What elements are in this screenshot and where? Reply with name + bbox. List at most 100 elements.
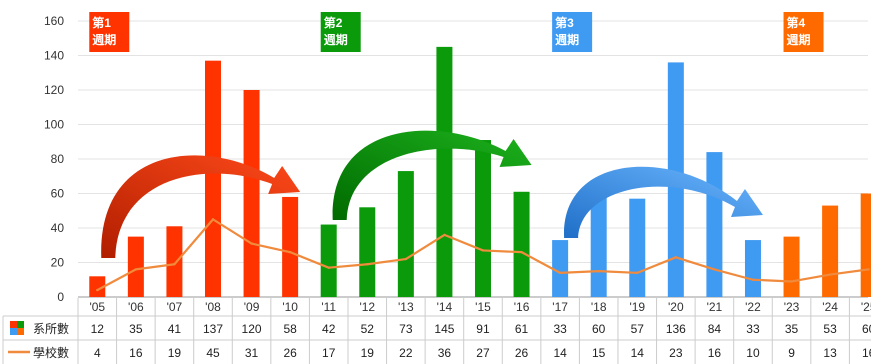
bar bbox=[513, 191, 530, 297]
bar bbox=[282, 196, 299, 297]
table-cell-bars: 35 bbox=[129, 322, 143, 336]
bar bbox=[127, 236, 144, 297]
table-cell-line: 22 bbox=[399, 346, 413, 360]
bar bbox=[204, 60, 221, 297]
x-tick-label: '20 bbox=[668, 300, 684, 314]
table-cell-bars: 61 bbox=[515, 322, 529, 336]
period-label-line1: 第1 bbox=[92, 15, 111, 30]
period-labels: 第1 週期 第2 週期 第3 週期 第4 週期 bbox=[89, 12, 824, 52]
x-tick-label: '22 bbox=[745, 300, 761, 314]
x-tick-label: '16 bbox=[514, 300, 530, 314]
table-cell-bars: 84 bbox=[708, 322, 722, 336]
school-line-point bbox=[250, 242, 253, 245]
bar bbox=[860, 193, 871, 297]
bars: '05 '06 '07 '08 '09 '10 '11 '12 '13 '14 '15 '16 '17 '… bbox=[89, 46, 871, 314]
school-line-point bbox=[558, 271, 562, 275]
cycle-arrow bbox=[332, 130, 532, 220]
period-label-line1: 第2 bbox=[324, 15, 343, 30]
table-cell-line: 14 bbox=[631, 346, 645, 360]
table-cell-line: 26 bbox=[283, 346, 297, 360]
y-axis: 0 20 40 60 80 100 120 140 160 bbox=[44, 14, 64, 304]
table-cell-line: 27 bbox=[476, 346, 490, 360]
school-line bbox=[96, 218, 870, 292]
table-cell-line: 14 bbox=[553, 346, 567, 360]
bar bbox=[89, 276, 106, 297]
y-tick-label: 140 bbox=[44, 49, 64, 63]
school-line-point bbox=[481, 249, 485, 252]
table-cell-bars: 91 bbox=[476, 322, 490, 336]
table-cell-bars: 145 bbox=[434, 322, 454, 336]
y-tick-label: 20 bbox=[51, 256, 65, 270]
bar bbox=[706, 152, 723, 297]
school-line-point bbox=[597, 269, 600, 273]
x-tick-label: '18 bbox=[591, 300, 607, 314]
school-line-point bbox=[443, 233, 446, 237]
period-label-box bbox=[89, 12, 130, 52]
table-cell-line: 36 bbox=[438, 346, 452, 360]
y-tick-label: 60 bbox=[51, 187, 65, 201]
school-line-point bbox=[828, 273, 832, 276]
table-cell-line: 16 bbox=[708, 346, 722, 360]
table-cell-bars: 53 bbox=[823, 322, 837, 336]
table-cell-bars: 33 bbox=[746, 322, 760, 336]
x-tick-label: '15 bbox=[475, 300, 491, 314]
x-tick-label: '12 bbox=[359, 300, 375, 314]
table-cell-line: 4 bbox=[94, 346, 101, 360]
x-tick-label: '05 bbox=[89, 300, 105, 314]
school-line-point bbox=[790, 280, 793, 283]
table-cell-line: 19 bbox=[361, 346, 375, 360]
school-line-point bbox=[288, 250, 292, 254]
period-label-box bbox=[320, 12, 361, 52]
bar bbox=[590, 193, 607, 297]
table-cell-bars: 120 bbox=[242, 322, 262, 336]
table-cell-line: 10 bbox=[746, 346, 760, 360]
table-cell-line: 19 bbox=[168, 346, 182, 360]
bar bbox=[629, 198, 646, 297]
bar bbox=[166, 226, 183, 297]
cycle-arrows bbox=[101, 130, 763, 258]
x-tick-label: '21 bbox=[707, 300, 723, 314]
cycle-arrow bbox=[564, 166, 763, 238]
legend-swatch-bars bbox=[10, 328, 17, 335]
x-tick-label: '23 bbox=[784, 300, 800, 314]
table-cell-line: 13 bbox=[823, 346, 837, 360]
bar bbox=[436, 46, 453, 297]
bar bbox=[822, 205, 839, 297]
table-cell-bars: 33 bbox=[553, 322, 567, 336]
table-cell-bars: 52 bbox=[361, 322, 375, 336]
table-cell-bars: 42 bbox=[322, 322, 336, 336]
legend-swatch-bars bbox=[10, 321, 17, 328]
x-tick-label: '06 bbox=[128, 300, 144, 314]
period-label-box bbox=[552, 12, 593, 52]
school-line-point bbox=[636, 271, 639, 275]
bar bbox=[359, 207, 376, 297]
table-cell-bars: 60 bbox=[862, 322, 871, 336]
table-cell-line: 15 bbox=[592, 346, 606, 360]
bar bbox=[744, 240, 761, 297]
table-cell-line: 45 bbox=[206, 346, 220, 360]
x-tick-label: '24 bbox=[822, 300, 838, 314]
table-cell-bars: 35 bbox=[785, 322, 799, 336]
table-cell-bars: 12 bbox=[91, 322, 105, 336]
school-line-point bbox=[366, 263, 369, 266]
table-cell-bars: 137 bbox=[203, 322, 223, 336]
table-cell-line: 31 bbox=[245, 346, 259, 360]
y-tick-label: 120 bbox=[44, 83, 64, 97]
table-cell-bars: 60 bbox=[592, 322, 606, 336]
period-label-line2: 週期 bbox=[92, 32, 116, 47]
period-label-line1: 第4 bbox=[787, 15, 806, 30]
y-tick-label: 0 bbox=[57, 290, 64, 304]
school-line-point bbox=[96, 288, 99, 292]
table-cell-line: 23 bbox=[669, 346, 683, 360]
x-tick-label: '13 bbox=[398, 300, 414, 314]
table-cell-line: 26 bbox=[515, 346, 529, 360]
table-cell-bars: 136 bbox=[666, 322, 686, 336]
period-label-line2: 週期 bbox=[324, 32, 348, 47]
table-cell-line: 16 bbox=[862, 346, 871, 360]
school-line-point bbox=[674, 256, 678, 259]
y-tick-label: 160 bbox=[44, 14, 64, 28]
legend-swatch-bars bbox=[17, 328, 24, 335]
school-line-point bbox=[173, 263, 176, 266]
bar bbox=[474, 140, 491, 297]
